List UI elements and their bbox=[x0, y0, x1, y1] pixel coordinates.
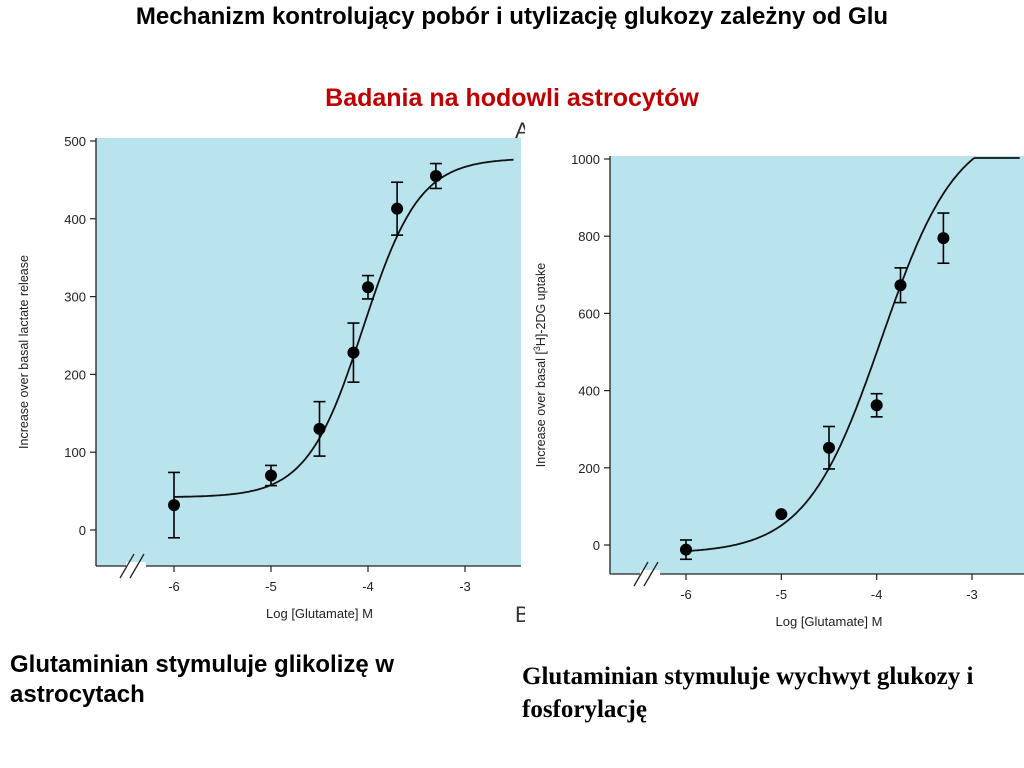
plot-area bbox=[610, 156, 1024, 574]
y-tick-label: 500 bbox=[64, 134, 86, 149]
axis-break-gap bbox=[126, 562, 146, 570]
axis-break-mark bbox=[643, 561, 659, 587]
fit-curve bbox=[174, 158, 514, 498]
data-point bbox=[391, 202, 404, 215]
caption-right: Glutaminian stymuluje wychwyt glukozy i … bbox=[522, 663, 974, 723]
y-tick-label: 1000 bbox=[571, 152, 600, 167]
data-point bbox=[775, 508, 788, 521]
x-tick-label: -6 bbox=[168, 579, 180, 594]
y-tick-label: 400 bbox=[64, 212, 86, 227]
panel-letter-a: A bbox=[515, 118, 525, 143]
data-point bbox=[823, 441, 835, 454]
data-point bbox=[265, 469, 277, 482]
data-point bbox=[870, 399, 883, 412]
chart-2dg-uptake: 0 200 400 600 800 1000 -6 -5 -4 -3 Log [Glutamate]… bbox=[532, 152, 1024, 629]
y-axis-label: Increase over basal [3H]-2DG uptake bbox=[532, 263, 548, 467]
x-tick-label: -5 bbox=[265, 579, 277, 594]
y-tick-label: 200 bbox=[578, 461, 600, 476]
y-tick-label: 400 bbox=[578, 384, 600, 399]
x-tick-label: -4 bbox=[362, 579, 374, 594]
y-tick-label: 0 bbox=[79, 523, 86, 538]
axis-break-mark bbox=[129, 553, 145, 579]
y-tick-label: 600 bbox=[578, 306, 600, 321]
x-tick-label: -5 bbox=[776, 587, 788, 602]
x-tick-label: -4 bbox=[871, 587, 883, 602]
data-point bbox=[894, 279, 907, 292]
data-point bbox=[168, 499, 180, 512]
x-axis-label: Log [Glutamate] M bbox=[266, 606, 373, 621]
page-title: Mechanizm kontrolujący pobór i utylizacj… bbox=[135, 3, 889, 30]
caption-left: Glutaminian stymuluje glikolizę w astroc… bbox=[10, 651, 395, 708]
axis-break-gap bbox=[640, 570, 660, 578]
x-axis-label: Log [Glutamate] M bbox=[776, 614, 883, 629]
x-tick-label: -6 bbox=[680, 587, 692, 602]
axis-break-mark bbox=[633, 561, 649, 587]
x-tick-label: -3 bbox=[966, 587, 978, 602]
x-tick-label: -3 bbox=[459, 579, 471, 594]
plot-area bbox=[96, 138, 521, 566]
data-point bbox=[937, 232, 950, 245]
data-point bbox=[680, 543, 692, 556]
y-axis-label: Increase over basal lactate release bbox=[17, 255, 31, 449]
y-tick-label: 0 bbox=[593, 538, 600, 553]
y-tick-label: 200 bbox=[64, 367, 86, 382]
y-tick-label: 100 bbox=[64, 445, 86, 460]
page-subtitle: Badania na hodowli astrocytów bbox=[325, 84, 699, 112]
axis-break-mark bbox=[119, 553, 135, 579]
data-point bbox=[362, 281, 374, 294]
chart-lactate-release: 0 100 200 300 400 500 -6 -5 -4 -3 Log [Glutamate] … bbox=[17, 118, 525, 627]
data-point bbox=[313, 422, 326, 435]
fit-curve bbox=[685, 157, 1020, 552]
data-point bbox=[429, 170, 442, 183]
y-tick-label: 300 bbox=[64, 290, 86, 305]
panel-letter-b: B bbox=[515, 602, 525, 627]
data-point bbox=[347, 346, 360, 359]
y-tick-label: 800 bbox=[578, 229, 600, 244]
